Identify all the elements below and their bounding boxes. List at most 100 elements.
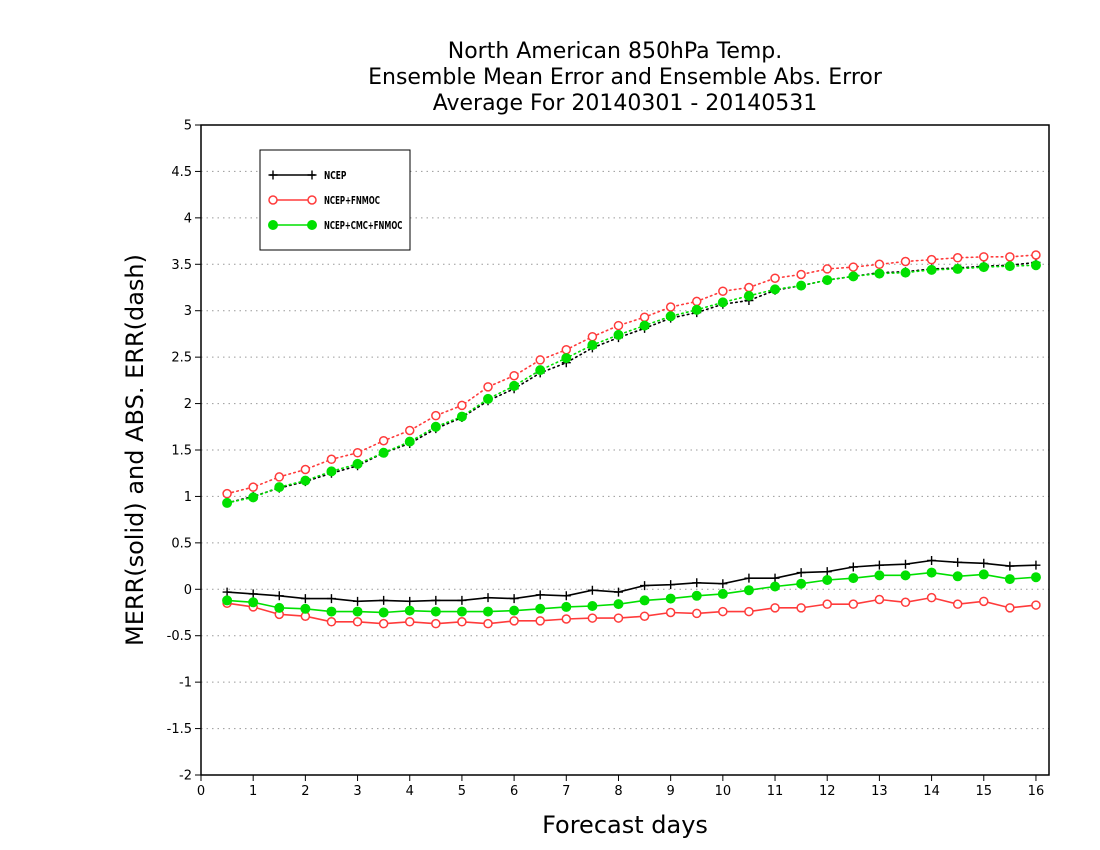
abs-err-point bbox=[561, 353, 572, 364]
y-tick-label: 3.5 bbox=[171, 258, 192, 273]
y-tick-label: -1.5 bbox=[167, 722, 192, 737]
merr-point bbox=[822, 567, 832, 577]
merr-point bbox=[770, 573, 780, 583]
abs-err-point bbox=[717, 297, 728, 308]
merr-point bbox=[796, 568, 806, 578]
merr-point bbox=[509, 616, 519, 626]
merr-point bbox=[952, 599, 963, 609]
abs-err-point bbox=[1005, 252, 1015, 262]
abs-err-point bbox=[222, 488, 232, 499]
abs-err-point bbox=[1004, 261, 1015, 272]
merr-point bbox=[952, 571, 963, 582]
merr-point bbox=[457, 617, 467, 627]
merr-point bbox=[743, 585, 754, 596]
merr-point bbox=[431, 618, 441, 629]
merr-point bbox=[822, 599, 832, 609]
merr-point bbox=[535, 616, 545, 626]
abs-err-point bbox=[1030, 260, 1041, 271]
abs-err-point bbox=[274, 482, 285, 493]
legend-label: NCEP+FNMOC bbox=[324, 194, 380, 207]
legend: NCEP NCEP+FNMOC NCEP+CMC+FNMOC bbox=[259, 149, 411, 251]
merr-point bbox=[379, 595, 389, 605]
abs-err-point bbox=[222, 497, 233, 508]
merr-point bbox=[874, 560, 884, 570]
merr-point bbox=[300, 603, 311, 614]
merr-point bbox=[665, 607, 676, 618]
merr-point bbox=[483, 593, 493, 603]
y-tick-label: 1.5 bbox=[171, 444, 192, 459]
merr-point bbox=[274, 602, 285, 613]
merr-point bbox=[353, 596, 363, 606]
abs-err-point bbox=[352, 458, 363, 469]
merr-point bbox=[926, 592, 937, 603]
abs-err-point bbox=[822, 275, 833, 286]
merr-point bbox=[1005, 603, 1015, 613]
merr-point bbox=[326, 594, 336, 604]
abs-err-point bbox=[404, 425, 415, 436]
merr-point bbox=[352, 606, 363, 617]
merr-point bbox=[587, 613, 598, 623]
merr-point bbox=[431, 595, 441, 605]
merr-point bbox=[300, 594, 310, 604]
merr-point bbox=[326, 606, 337, 617]
abs-err-point bbox=[639, 320, 650, 331]
merr-point bbox=[718, 606, 728, 617]
abs-err-point bbox=[613, 329, 624, 340]
abs-err-point bbox=[718, 286, 728, 296]
abs-err-point bbox=[665, 302, 676, 312]
merr-point bbox=[953, 557, 963, 567]
merr-point bbox=[900, 559, 910, 569]
merr-point bbox=[979, 558, 989, 568]
grid-lines bbox=[201, 170, 1049, 730]
merr-point bbox=[613, 599, 624, 610]
abs-err-point bbox=[326, 454, 337, 465]
abs-err-line bbox=[226, 254, 1037, 495]
merr-point bbox=[744, 573, 754, 583]
abs-err-point bbox=[978, 262, 989, 273]
x-tick-label: 14 bbox=[923, 784, 940, 799]
legend-item: NCEP+FNMOC bbox=[268, 194, 380, 207]
merr-point bbox=[352, 617, 363, 627]
y-tick-label: -2 bbox=[179, 769, 192, 784]
abs-err-point bbox=[483, 382, 493, 392]
merr-point bbox=[404, 605, 415, 616]
legend-label: NCEP bbox=[324, 169, 346, 182]
merr-point bbox=[1005, 561, 1015, 571]
legend-marker bbox=[268, 220, 278, 230]
y-axis-label: MERR(solid) and ABS. ERR(dash) bbox=[121, 254, 149, 646]
merr-point bbox=[640, 581, 650, 591]
abs-err-point bbox=[561, 344, 572, 355]
merr-point bbox=[613, 613, 624, 623]
abs-err-point bbox=[1031, 250, 1041, 260]
merr-point bbox=[587, 585, 597, 595]
abs-err-point bbox=[639, 312, 650, 322]
merr-point bbox=[822, 575, 833, 585]
title-line-1: North American 850hPa Temp. bbox=[448, 39, 783, 64]
merr-point bbox=[770, 581, 781, 592]
abs-err-point bbox=[770, 284, 781, 295]
merr-point bbox=[691, 590, 702, 601]
x-tick-label: 7 bbox=[562, 784, 570, 799]
x-tick-label: 12 bbox=[819, 784, 836, 799]
merr-point bbox=[639, 611, 650, 621]
title-line-2: Ensemble Mean Error and Ensemble Abs. Er… bbox=[368, 65, 883, 90]
merr-point bbox=[483, 618, 493, 629]
abs-err-point bbox=[509, 370, 519, 381]
legend-marker bbox=[307, 170, 317, 180]
merr-point bbox=[770, 603, 780, 613]
merr-point bbox=[665, 593, 676, 604]
merr-point bbox=[874, 570, 885, 581]
merr-point bbox=[1031, 600, 1041, 610]
legend-marker bbox=[307, 195, 317, 205]
abs-err-point bbox=[796, 280, 807, 291]
abs-err-point bbox=[692, 296, 702, 307]
x-tick-label: 11 bbox=[767, 784, 784, 799]
y-tick-label: 5 bbox=[184, 119, 192, 134]
merr-point bbox=[666, 580, 676, 590]
merr-point bbox=[248, 589, 258, 599]
merr-point bbox=[222, 595, 233, 606]
y-axis: 5 4.5 4 3.5 3 2.5 2 1.5 1 0.5 0 -0.5 -1 -1.5 -2 bbox=[167, 119, 201, 784]
series-ncep-fnmoc bbox=[222, 250, 1041, 629]
title-line-3: Average For 20140301 - 20140531 bbox=[433, 91, 818, 116]
